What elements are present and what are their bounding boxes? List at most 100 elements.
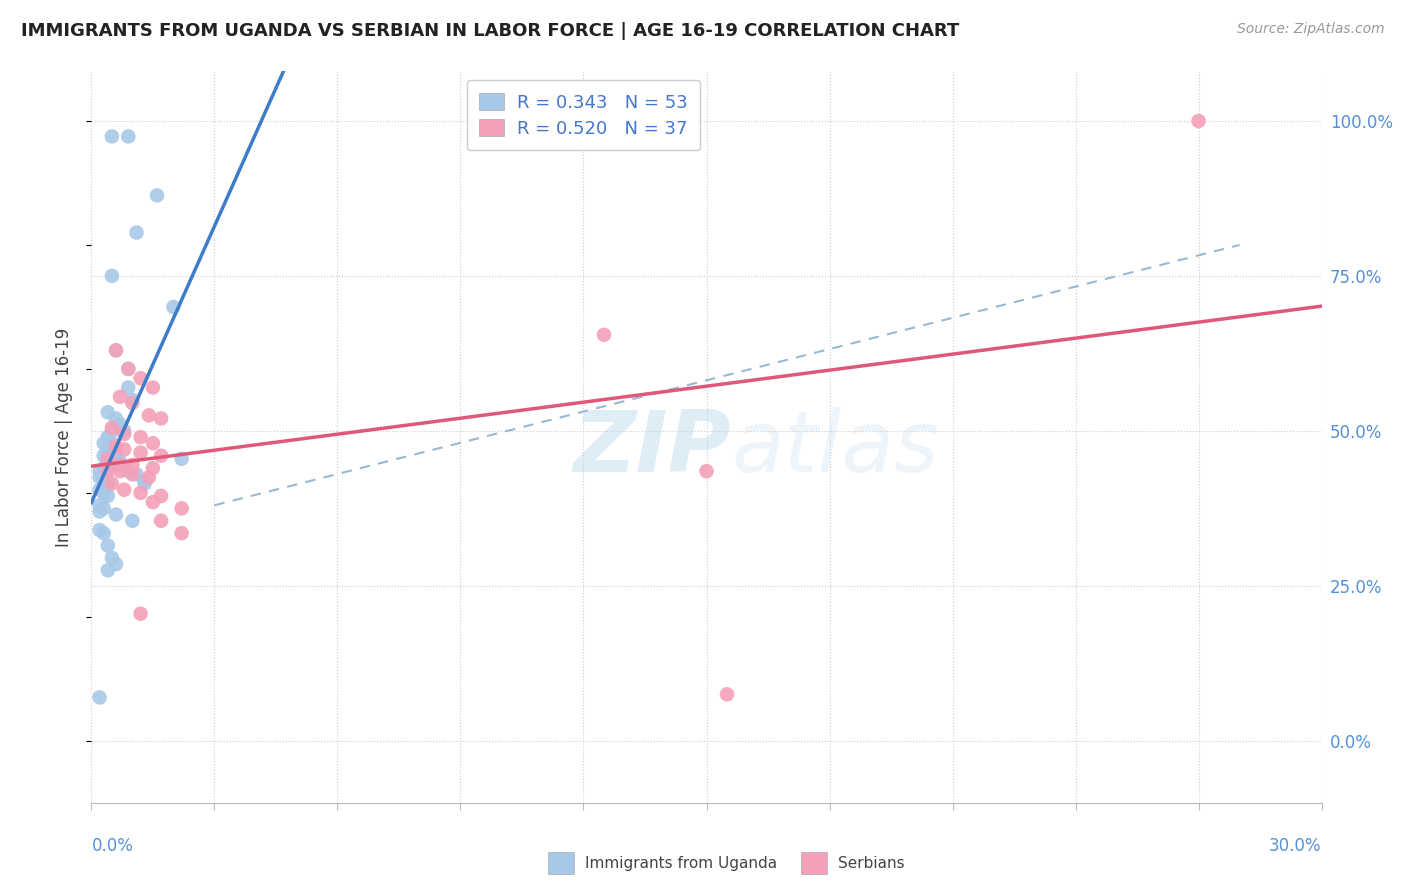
Point [93,526,115,541]
Point [97,563,120,577]
Point [105,439,127,453]
Text: Immigrants from Uganda: Immigrants from Uganda [585,856,778,871]
Point [101,424,124,438]
Point [117,362,139,376]
Point [105,451,127,466]
Point [89,504,111,518]
Point [142,380,165,394]
Point [117,362,139,376]
Text: 0.0%: 0.0% [91,837,134,855]
Point [112,483,135,497]
Point [97,442,120,457]
Point [142,495,165,509]
Legend: R = 0.343   N = 53, R = 0.520   N = 37: R = 0.343 N = 53, R = 0.520 N = 37 [467,80,700,151]
Point [89,470,111,484]
Point [695,464,717,478]
Point [142,461,165,475]
Point [97,464,120,478]
Point [105,557,127,571]
Point [117,464,139,478]
Point [97,464,120,478]
Text: ZIP: ZIP [574,407,731,490]
Point [112,442,135,457]
Point [97,430,120,444]
Point [170,501,193,516]
Point [93,461,115,475]
Text: Source: ZipAtlas.com: Source: ZipAtlas.com [1237,22,1385,37]
Point [150,449,173,463]
Point [93,449,115,463]
Point [97,461,120,475]
Point [101,551,124,566]
Point [97,405,120,419]
Point [93,474,115,488]
Point [1187,114,1209,128]
Point [89,523,111,537]
Y-axis label: In Labor Force | Age 16-19: In Labor Force | Age 16-19 [55,327,73,547]
Point [101,129,124,144]
Point [716,687,738,701]
Point [121,392,143,407]
Point [97,539,120,553]
Point [121,396,143,410]
Point [112,424,135,438]
Point [134,474,156,488]
Point [108,390,131,404]
Point [93,436,115,450]
Point [93,464,115,478]
Point [142,436,165,450]
Point [121,467,143,482]
Point [108,458,131,472]
Point [129,486,152,500]
Point [97,489,120,503]
Point [105,343,127,358]
Point [121,458,143,472]
Point [105,411,127,425]
Point [129,430,152,444]
Point [138,409,160,423]
Point [129,607,152,621]
Point [150,489,173,503]
Point [89,464,111,478]
Point [170,451,193,466]
Text: IMMIGRANTS FROM UGANDA VS SERBIAN IN LABOR FORCE | AGE 16-19 CORRELATION CHART: IMMIGRANTS FROM UGANDA VS SERBIAN IN LAB… [21,22,959,40]
Point [134,476,156,491]
Point [101,268,124,283]
Point [89,483,111,497]
Point [93,501,115,516]
Point [150,411,173,425]
Point [121,514,143,528]
Point [97,451,120,466]
Point [89,690,111,705]
Point [117,129,139,144]
Point [108,455,131,469]
Point [170,526,193,541]
Point [112,427,135,442]
Text: atlas: atlas [731,407,939,490]
Text: Serbians: Serbians [838,856,904,871]
Point [117,380,139,394]
Point [138,470,160,484]
Point [150,514,173,528]
Point [593,327,616,342]
Point [97,476,120,491]
Point [105,442,127,457]
Point [93,486,115,500]
Point [129,371,152,385]
Point [101,449,124,463]
Point [97,449,120,463]
Point [105,508,127,522]
Point [105,343,127,358]
Point [108,464,131,478]
Point [125,467,148,482]
Point [101,421,124,435]
Point [108,417,131,432]
Point [89,498,111,512]
Text: 30.0%: 30.0% [1270,837,1322,855]
Point [101,476,124,491]
Point [101,436,124,450]
Point [162,300,184,314]
Point [129,445,152,459]
Point [125,226,148,240]
Point [146,188,169,202]
